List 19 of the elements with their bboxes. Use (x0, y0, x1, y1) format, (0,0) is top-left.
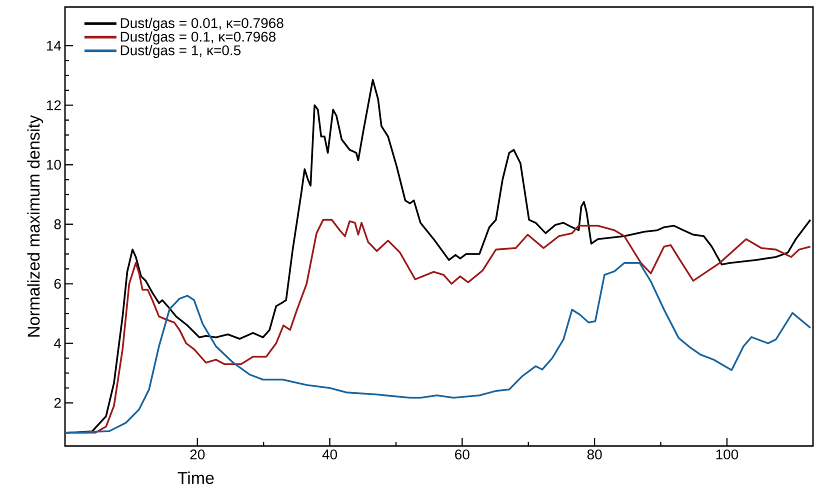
x-tick-label: 80 (587, 450, 602, 460)
y-tick-label: 10 (46, 160, 61, 170)
y-tick-label: 12 (46, 100, 61, 110)
x-tick-label: 60 (455, 450, 470, 460)
x-tick-label: 20 (190, 450, 205, 460)
y-tick-label: 14 (46, 40, 62, 50)
y-axis-title: Normalized maximum density (27, 115, 44, 337)
x-tick-label: 100 (716, 450, 738, 460)
y-tick-label: 2 (54, 398, 61, 408)
line-series (65, 262, 812, 434)
x-axis-title: Time (178, 472, 214, 484)
legend-label: Dust/gas = 0.01, κ=0.7968 (120, 18, 284, 31)
line-series (65, 218, 812, 434)
y-tick-label: 6 (54, 278, 61, 289)
legend-label: Dust/gas = 1, κ=0.5 (120, 45, 241, 58)
x-tick-label: 40 (322, 450, 338, 460)
y-tick-label: 4 (54, 338, 62, 348)
y-tick-label: 8 (54, 219, 61, 230)
legend-label: Dust/gas = 0.1, κ=0.7968 (120, 31, 276, 44)
